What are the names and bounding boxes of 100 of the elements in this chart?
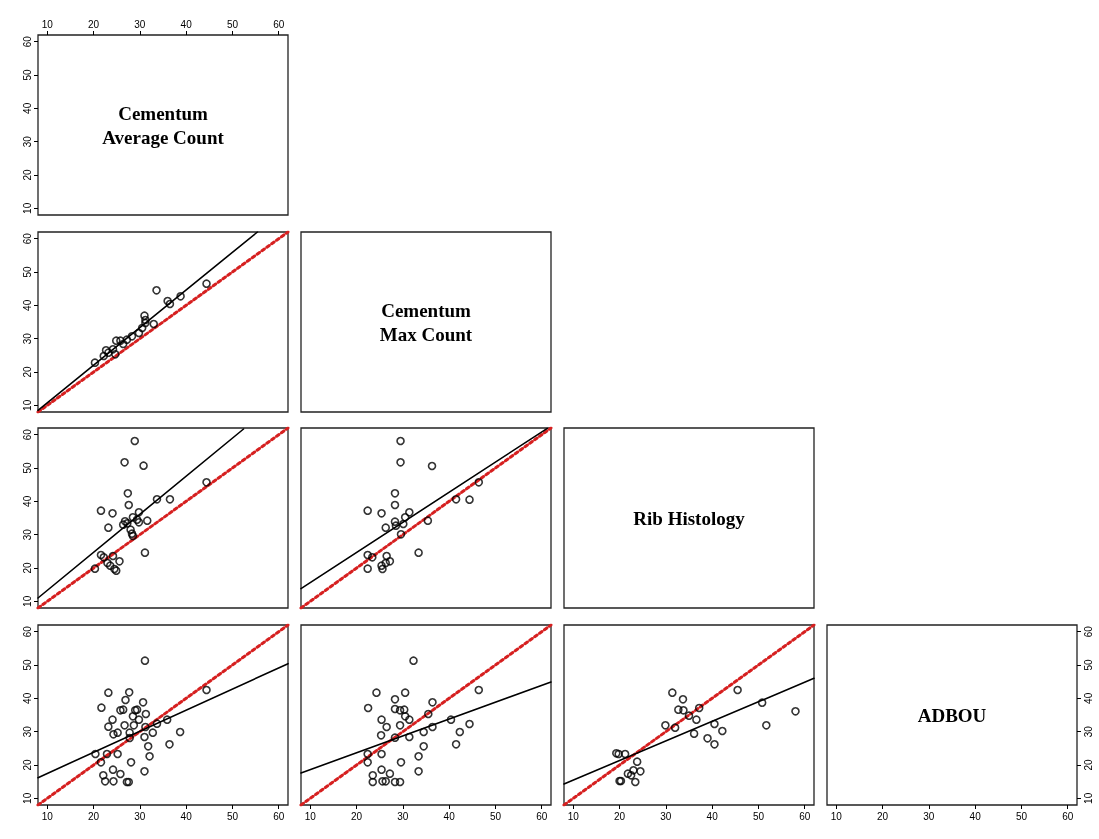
point xyxy=(620,749,630,758)
x-tick-label: 60 xyxy=(1062,810,1074,821)
point xyxy=(128,513,138,522)
x-tick-label: 10 xyxy=(41,18,54,30)
point xyxy=(102,749,112,758)
point xyxy=(396,458,405,467)
point xyxy=(405,732,414,741)
point xyxy=(382,722,391,731)
point xyxy=(122,334,132,344)
x-tick-label: 50 xyxy=(752,810,765,821)
point xyxy=(143,741,153,751)
point xyxy=(390,777,400,786)
point xyxy=(396,530,406,539)
point xyxy=(757,697,767,707)
y-tick-label: 50 xyxy=(21,265,33,278)
point xyxy=(162,714,172,724)
point xyxy=(111,335,121,345)
point xyxy=(126,757,136,767)
point xyxy=(202,278,211,288)
point xyxy=(455,727,465,736)
point xyxy=(134,714,144,724)
point xyxy=(631,777,640,786)
point xyxy=(679,705,688,715)
point xyxy=(710,739,719,749)
point xyxy=(390,704,400,713)
point xyxy=(152,718,162,728)
point xyxy=(629,765,638,775)
y-tick-label: 10 xyxy=(21,791,33,804)
point xyxy=(98,770,108,780)
point xyxy=(670,722,680,732)
point xyxy=(127,331,137,341)
y-tick-label: 30 xyxy=(21,725,33,737)
point xyxy=(128,531,138,541)
point xyxy=(733,685,742,694)
point xyxy=(116,335,125,345)
point xyxy=(385,768,395,778)
point xyxy=(762,720,771,730)
point xyxy=(165,495,175,504)
x-tick-label: 10 xyxy=(567,810,580,821)
point xyxy=(381,776,391,786)
point xyxy=(120,458,129,467)
point xyxy=(414,766,423,776)
point xyxy=(109,729,118,739)
point xyxy=(129,720,139,730)
point xyxy=(399,704,409,714)
point xyxy=(116,769,125,778)
point xyxy=(703,733,712,743)
point xyxy=(111,349,120,359)
point xyxy=(176,291,185,301)
y-tick-label: 20 xyxy=(21,562,33,574)
point xyxy=(137,323,147,332)
point xyxy=(165,299,175,308)
point xyxy=(118,339,128,348)
point xyxy=(140,310,149,320)
y-tick-label: 60 xyxy=(21,428,33,441)
point xyxy=(382,551,391,561)
point xyxy=(446,714,456,724)
point xyxy=(474,478,484,487)
x-tick-label: 40 xyxy=(443,810,456,821)
point xyxy=(139,461,148,470)
point xyxy=(465,495,474,504)
x-tick-label: 30 xyxy=(660,810,672,821)
point xyxy=(149,319,159,328)
point xyxy=(134,328,144,337)
point xyxy=(368,777,378,786)
point xyxy=(108,551,118,561)
point xyxy=(390,517,400,526)
point xyxy=(130,436,140,446)
x-tick-label: 10 xyxy=(830,810,843,821)
point xyxy=(474,685,484,694)
point xyxy=(97,702,106,712)
x-tick-label: 20 xyxy=(613,810,626,821)
point xyxy=(395,705,405,715)
point xyxy=(109,776,118,786)
point xyxy=(138,697,148,707)
point xyxy=(165,739,174,749)
point xyxy=(377,561,386,570)
point xyxy=(423,516,433,525)
x-tick-label: 30 xyxy=(134,810,146,821)
point xyxy=(674,704,683,714)
point xyxy=(140,548,150,557)
y-tick-label: 60 xyxy=(21,232,33,244)
y2-tick-label: 20 xyxy=(1082,758,1094,771)
point xyxy=(105,561,115,570)
point xyxy=(428,697,437,707)
point xyxy=(91,749,100,758)
point xyxy=(377,714,386,724)
point xyxy=(118,520,128,529)
x-tick-label: 60 xyxy=(536,810,548,821)
point xyxy=(125,733,134,742)
y2-tick-label: 10 xyxy=(1082,791,1094,804)
point xyxy=(400,687,410,697)
point xyxy=(96,757,106,767)
y2-tick-label: 50 xyxy=(1082,658,1094,671)
point xyxy=(632,756,642,766)
point xyxy=(368,553,377,562)
y-tick-label: 50 xyxy=(21,69,33,81)
point xyxy=(123,519,132,528)
point xyxy=(377,749,386,758)
x-tick-label: 30 xyxy=(397,810,409,821)
